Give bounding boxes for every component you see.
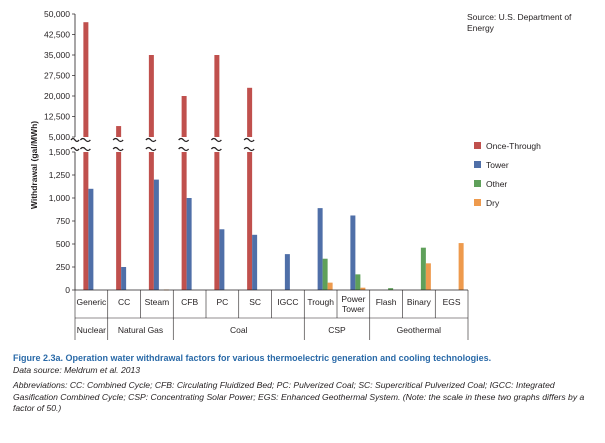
axis-break-mark xyxy=(112,146,124,152)
x-tick-label: Tower xyxy=(342,304,365,314)
legend-label-dry: Dry xyxy=(486,198,500,208)
bar-cc-once-through-lower xyxy=(116,152,122,290)
axis-break-mark xyxy=(145,137,157,143)
bar-steam-once-through-upper xyxy=(148,55,154,137)
axis-break-mark xyxy=(112,137,124,143)
legend-swatch-other xyxy=(474,180,481,187)
water-withdrawal-chart: 0 250 500 750 1,000 1,250 1,500 5,000 12,500 20,0… xyxy=(29,9,572,340)
x-tick-label: CFB xyxy=(181,297,198,307)
bar-pc-tower xyxy=(219,229,225,290)
y-tick-label: 5,000 xyxy=(49,132,71,142)
x-tick-label: SC xyxy=(249,297,261,307)
x-tick-label: Trough xyxy=(307,297,334,307)
y-tick-label: 0 xyxy=(65,285,70,295)
bar-pc-once-through-lower xyxy=(214,152,220,290)
legend-swatch-tower xyxy=(474,161,481,168)
axis-break-mark xyxy=(79,146,91,152)
legend-label-tower: Tower xyxy=(486,160,509,170)
x-tick-label: PC xyxy=(216,297,228,307)
bar-power-tower-tower xyxy=(350,215,356,290)
group-label: Geothermal xyxy=(397,325,442,335)
bar-steam-once-through-lower xyxy=(148,152,154,290)
legend-label-once-through: Once-Through xyxy=(486,141,541,151)
y-tick-label: 1,250 xyxy=(49,170,71,180)
bar-sc-once-through-lower xyxy=(247,152,253,290)
y-tick-label: 1,000 xyxy=(49,193,71,203)
y-tick-label: 42,500 xyxy=(44,30,70,40)
bar-generic-once-through-lower xyxy=(83,152,89,290)
y-tick-label: 12,500 xyxy=(44,112,70,122)
axis-break-mark xyxy=(243,137,255,143)
bar-pc-once-through-upper xyxy=(214,55,220,137)
figure-title: Figure 2.3a. Operation water withdrawal … xyxy=(13,353,492,363)
bar-sc-tower xyxy=(252,234,258,290)
bar-egs-dry xyxy=(458,243,464,290)
group-label: Natural Gas xyxy=(118,325,163,335)
bar-binary-other xyxy=(420,247,426,290)
bar-trough-tower xyxy=(317,208,323,290)
x-tick-label: Power xyxy=(341,294,365,304)
axis-break-mark xyxy=(178,146,190,152)
bar-cfb-once-through-upper xyxy=(181,96,187,137)
legend-swatch-dry xyxy=(474,199,481,206)
y-tick-label: 35,000 xyxy=(44,50,70,60)
bar-trough-other xyxy=(322,258,328,290)
bar-binary-dry xyxy=(425,263,431,290)
bar-power-tower-other xyxy=(355,274,361,290)
bar-cc-tower xyxy=(121,267,127,290)
data-source-note: Data source: Meldrum et al. 2013 xyxy=(13,364,141,375)
x-tick-label: Flash xyxy=(376,297,397,307)
y-axis-label: Withdrawal (gal/MWh) xyxy=(29,121,39,209)
y-tick-label: 750 xyxy=(56,216,70,226)
bar-sc-once-through-upper xyxy=(247,87,253,137)
y-axis-break-mark xyxy=(70,137,80,143)
axis-break-mark xyxy=(210,137,222,143)
y-tick-label: 1,500 xyxy=(49,147,71,157)
legend: Once-Through Tower Other Dry xyxy=(474,141,541,208)
x-tick-label: CC xyxy=(118,297,130,307)
group-label: CSP xyxy=(328,325,346,335)
source-note-line2: Energy xyxy=(467,23,495,33)
legend-swatch-once-through xyxy=(474,142,481,149)
legend-label-other: Other xyxy=(486,179,507,189)
figure-caption: Figure 2.3a. Operation water withdrawal … xyxy=(13,353,598,415)
axis-break-mark xyxy=(210,146,222,152)
axis-break-mark xyxy=(243,146,255,152)
bar-flash-other xyxy=(388,288,394,290)
bar-generic-once-through-upper xyxy=(83,22,89,138)
x-tick-label: Generic xyxy=(76,297,107,307)
y-tick-label: 27,500 xyxy=(44,71,70,81)
x-tick-label: Steam xyxy=(145,297,170,307)
bar-cfb-once-through-lower xyxy=(181,152,187,290)
bar-trough-dry xyxy=(327,282,333,290)
abbreviations-note: Abbreviations: CC: Combined Cycle; CFB: … xyxy=(13,380,585,414)
axes-layer: 0 250 500 750 1,000 1,250 1,500 5,000 12,500 20,0… xyxy=(44,9,469,340)
x-tick-label: IGCC xyxy=(277,297,298,307)
bar-cfb-tower xyxy=(186,198,192,290)
bar-generic-tower xyxy=(88,188,94,290)
bar-power-tower-dry xyxy=(360,287,366,290)
bar-igcc-tower xyxy=(284,254,290,290)
axis-break-mark xyxy=(178,137,190,143)
x-tick-label: EGS xyxy=(443,297,461,307)
x-tick-label: Binary xyxy=(407,297,432,307)
y-tick-label: 20,000 xyxy=(44,91,70,101)
group-label: Nuclear xyxy=(77,325,106,335)
axis-break-mark xyxy=(145,146,157,152)
bar-steam-tower xyxy=(153,179,159,290)
bar-cc-once-through-upper xyxy=(116,126,122,137)
group-label: Coal xyxy=(230,325,248,335)
axis-break-mark xyxy=(79,137,91,143)
y-tick-label: 250 xyxy=(56,262,70,272)
y-tick-label: 50,000 xyxy=(44,9,70,19)
y-axis-break-mark xyxy=(70,146,80,152)
bars-layer xyxy=(79,22,464,291)
source-note-line1: Source: U.S. Department of xyxy=(467,12,572,22)
y-tick-label: 500 xyxy=(56,239,70,249)
